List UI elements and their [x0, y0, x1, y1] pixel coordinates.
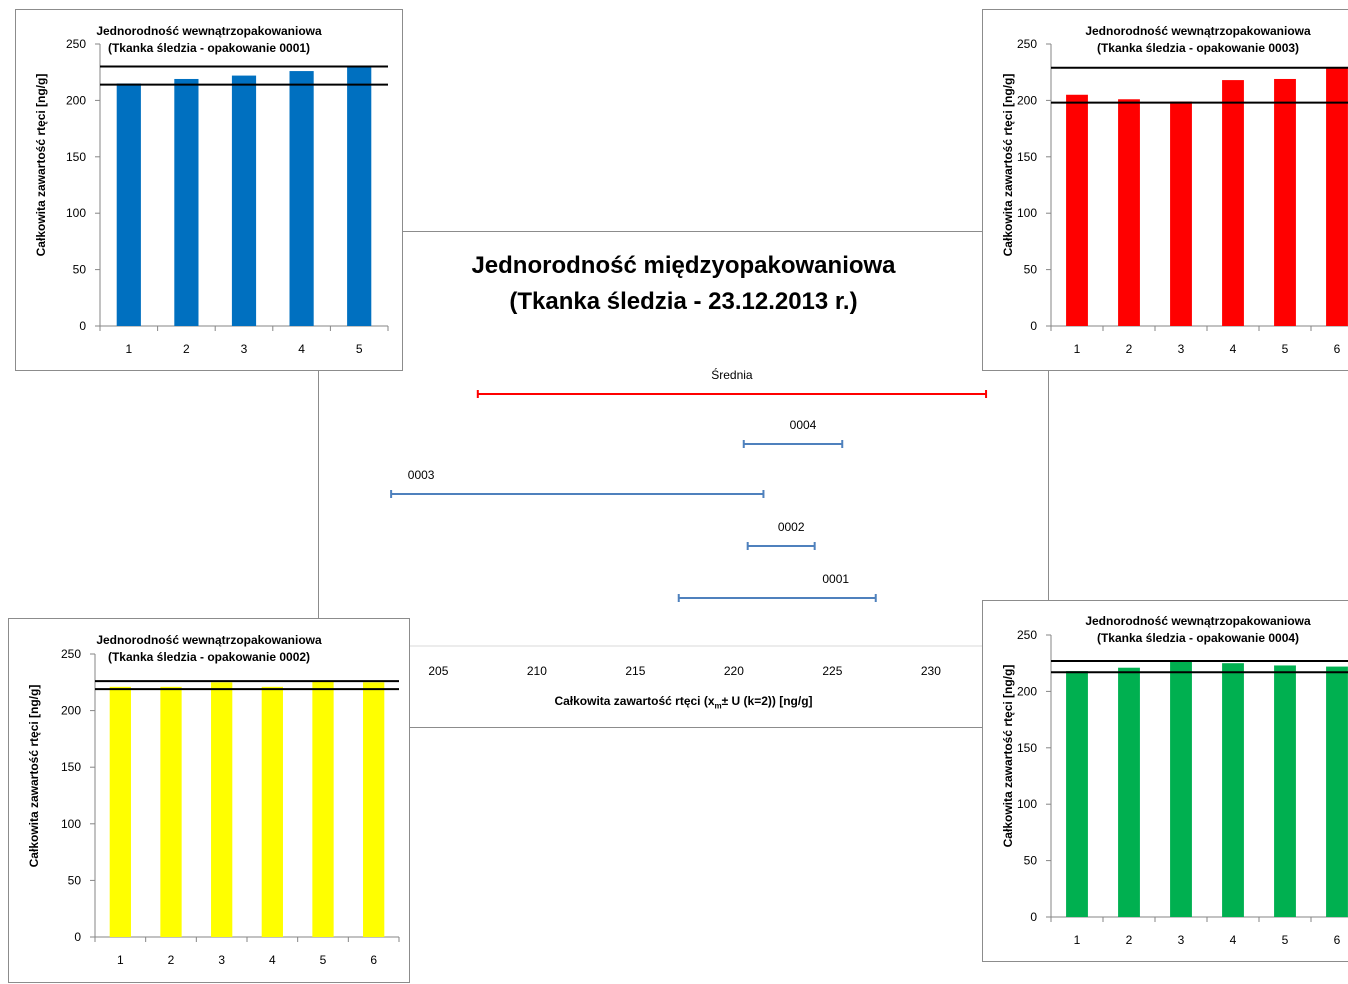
series-label: 0004 [790, 418, 817, 432]
y-tick-label: 150 [1017, 741, 1037, 755]
y-tick-label: 150 [1017, 150, 1037, 164]
x-tick-label: 1 [1074, 933, 1081, 947]
x-tick-label: 4 [298, 342, 305, 356]
y-tick-label: 250 [66, 37, 86, 51]
x-tick-label: 225 [822, 664, 842, 678]
bar [1274, 78, 1296, 326]
bar [289, 71, 314, 327]
y-tick-label: 100 [1017, 206, 1037, 220]
main-title-line2: (Tkanka śledzia - 23.12.2013 r.) [509, 288, 858, 315]
x-tick-label: 4 [1230, 933, 1237, 947]
bar [1066, 671, 1088, 917]
main-chart-title: Jednorodność międzyopakowaniowa (Tkanka … [319, 248, 1048, 320]
chart-0002-plot: 0 50 100 150 200 250 1 2 3 4 5 6 [61, 647, 400, 967]
bar [347, 66, 372, 326]
x-tick-label: 2 [1126, 933, 1133, 947]
x-tick-label: 5 [356, 342, 363, 356]
series-label: 0001 [822, 572, 849, 586]
bar [1170, 660, 1192, 917]
chart-package-0002: Jednorodność wewnątrzopakowaniowa (Tkank… [8, 618, 410, 983]
x-tick-label: 215 [625, 664, 645, 678]
bar [1170, 101, 1192, 326]
series-label: 0002 [778, 520, 805, 534]
y-tick-label: 50 [1024, 854, 1038, 868]
x-tick-label: 6 [1334, 342, 1341, 356]
bar [1118, 667, 1140, 917]
y-tick-label: 50 [1024, 263, 1038, 277]
y-tick-label: 250 [1017, 37, 1037, 51]
x-tick-label: 6 [370, 953, 377, 967]
y-tick-label: 200 [1017, 684, 1037, 698]
y-tick-label: 0 [1030, 319, 1037, 333]
y-tick-label: 50 [68, 873, 82, 887]
y-tick-label: 200 [1017, 93, 1037, 107]
chart-0002-title: Jednorodność wewnątrzopakowaniowa (Tkank… [96, 633, 322, 664]
x-tick-label: 4 [269, 953, 276, 967]
series-label: 0003 [408, 468, 435, 482]
bar [109, 686, 131, 937]
x-tick-label: 3 [241, 342, 248, 356]
x-tick-label: 4 [1230, 342, 1237, 356]
main-title-line1: Jednorodność międzyopakowaniowa [471, 252, 896, 279]
x-tick-label: 6 [1334, 933, 1341, 947]
y-tick-label: 0 [79, 319, 86, 333]
bar [1066, 94, 1088, 326]
chart-0001-title: Jednorodność wewnątrzopakowaniowa (Tkank… [96, 24, 322, 55]
y-tick-label: 150 [66, 150, 86, 164]
y-tick-label: 250 [1017, 628, 1037, 642]
chart-package-0003: Jednorodność wewnątrzopakowaniowa (Tkank… [982, 9, 1348, 371]
x-tick-label: 5 [1282, 933, 1289, 947]
bar [312, 681, 334, 937]
x-tick-label: 3 [218, 953, 225, 967]
chart-package-0001: Jednorodność wewnątrzopakowaniowa (Tkank… [15, 9, 403, 371]
x-tick-label: 1 [125, 342, 132, 356]
bar [211, 682, 233, 937]
y-tick-label: 150 [61, 760, 81, 774]
main-chart-xlabel: Całkowita zawartość rtęci (xm± U (k=2)) … [554, 694, 813, 711]
y-tick-label: 0 [74, 930, 81, 944]
y-tick-label: 100 [66, 206, 86, 220]
chart-0004-plot: 0 50 100 150 200 250 1 2 3 4 5 6 [1017, 628, 1348, 947]
x-tick-label: 5 [320, 953, 327, 967]
y-tick-label: 200 [61, 704, 81, 718]
x-tick-label: 220 [724, 664, 744, 678]
bar [1274, 665, 1296, 917]
main-chart: Jednorodność międzyopakowaniowa (Tkanka … [318, 231, 1049, 728]
x-tick-label: 5 [1282, 342, 1289, 356]
x-tick-label: 1 [1074, 342, 1081, 356]
bar [1222, 80, 1244, 326]
x-tick-label: 210 [527, 664, 547, 678]
x-tick-label: 3 [1178, 342, 1185, 356]
x-tick-label: 2 [183, 342, 190, 356]
bar [1222, 663, 1244, 917]
x-tick-label: 2 [168, 953, 175, 967]
chart-0001-plot: 0 50 100 150 200 250 1 2 3 4 5 [66, 37, 389, 356]
chart-0003-title: Jednorodność wewnątrzopakowaniowa (Tkank… [1085, 24, 1311, 55]
bar [1118, 99, 1140, 326]
x-tick-label: 1 [117, 953, 124, 967]
main-chart-plot: 205 210 215 220 225 230 Średnia 0004 0003 0002 000… [389, 367, 1019, 678]
x-tick-label: 2 [1126, 342, 1133, 356]
bar [231, 75, 257, 326]
y-tick-label: 50 [73, 263, 87, 277]
bar [261, 686, 283, 937]
x-tick-label: 205 [428, 664, 448, 678]
chart-package-0004: Jednorodność wewnątrzopakowaniowa (Tkank… [982, 600, 1348, 962]
bar [1326, 67, 1348, 327]
bar [116, 83, 141, 326]
chart-0004-title: Jednorodność wewnątrzopakowaniowa (Tkank… [1085, 614, 1311, 645]
bar [174, 78, 199, 326]
y-tick-label: 200 [66, 93, 86, 107]
x-tick-label: 3 [1178, 933, 1185, 947]
y-tick-label: 250 [61, 647, 81, 661]
bar [1326, 666, 1348, 917]
chart-0003-plot: 0 50 100 150 200 250 1 2 3 4 5 6 [1017, 37, 1348, 356]
bar [363, 682, 385, 937]
bar [160, 686, 182, 937]
series-label: Średnia [711, 367, 753, 382]
y-tick-label: 100 [1017, 797, 1037, 811]
x-tick-label: 230 [921, 664, 941, 678]
y-tick-label: 100 [61, 817, 81, 831]
y-tick-label: 0 [1030, 910, 1037, 924]
